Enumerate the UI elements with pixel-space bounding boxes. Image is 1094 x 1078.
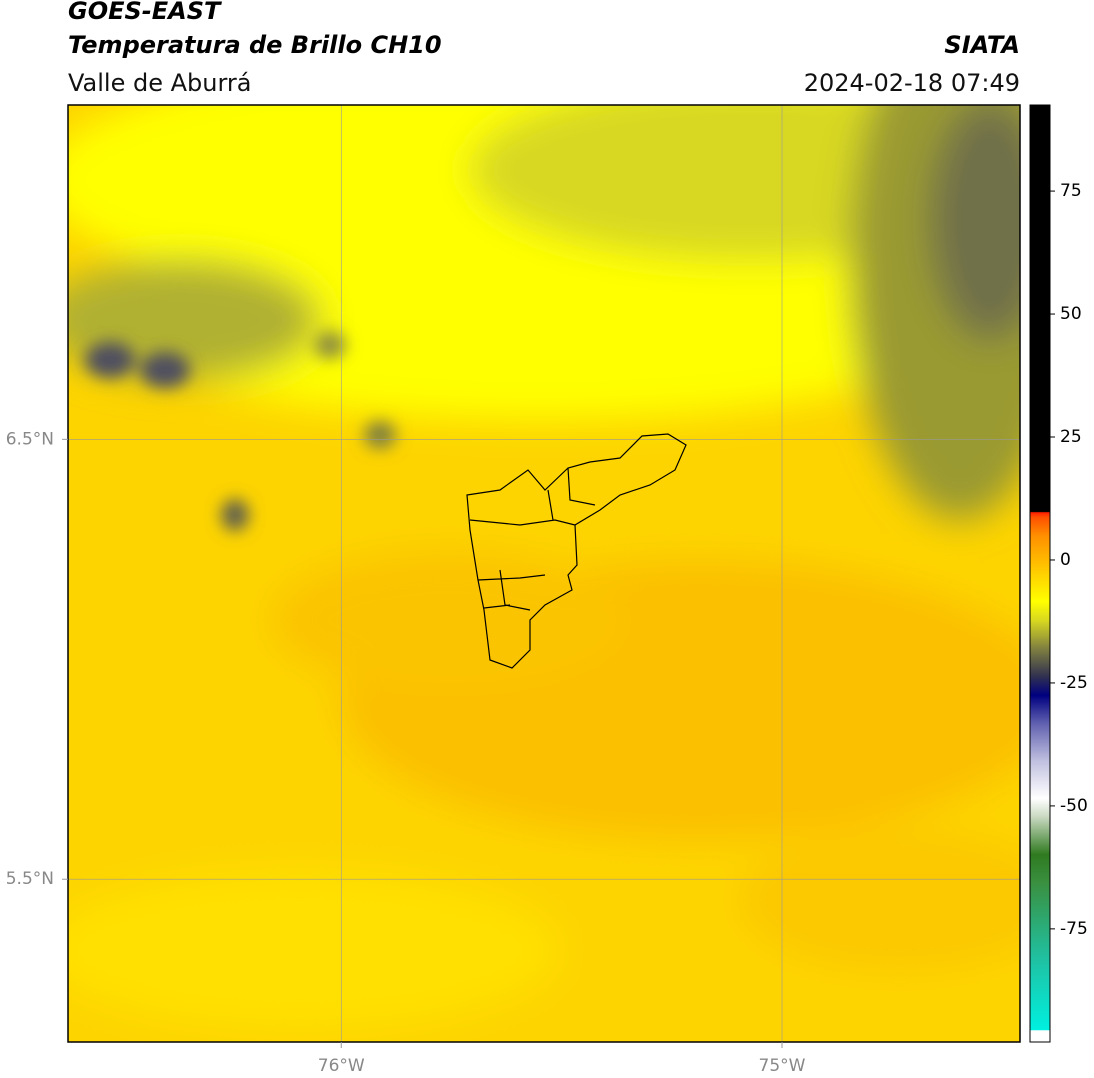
region: Valle de Aburrá bbox=[68, 69, 252, 97]
subtitle: Temperatura de Brillo CH10 bbox=[68, 31, 442, 59]
datetime: 2024-02-18 07:49 bbox=[804, 69, 1020, 97]
colorbar-tick-label: 75 bbox=[1060, 181, 1082, 201]
colorbar-tick-label: -50 bbox=[1060, 796, 1088, 816]
y-tick-label: 5.5°N bbox=[6, 869, 54, 889]
y-tick-label: 6.5°N bbox=[6, 429, 54, 449]
colorbar-tick-label: -25 bbox=[1060, 673, 1088, 693]
colorbar-tick-label: 0 bbox=[1060, 550, 1071, 570]
colorbar-tick-label: 50 bbox=[1060, 304, 1082, 324]
map-frame bbox=[67, 104, 1021, 1043]
graticule bbox=[68, 105, 1020, 1042]
title: GOES-EAST bbox=[68, 0, 222, 25]
source: SIATA bbox=[944, 31, 1020, 59]
colorbar-tick-label: 25 bbox=[1060, 427, 1082, 447]
colorbar-tick-label: -75 bbox=[1060, 919, 1088, 939]
x-tick-label: 75°W bbox=[759, 1056, 806, 1076]
municipal-boundaries bbox=[466, 433, 687, 669]
colorbar bbox=[1029, 104, 1051, 1043]
x-tick-label: 76°W bbox=[318, 1056, 365, 1076]
